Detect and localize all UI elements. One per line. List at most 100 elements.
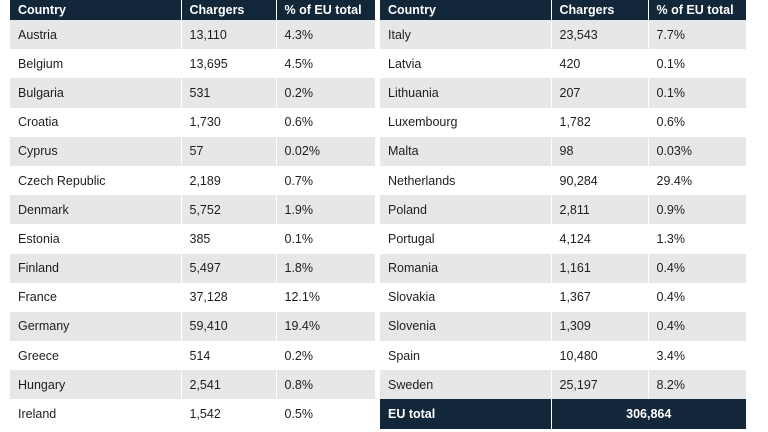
table-row: Cyprus 57 0.02% [10, 136, 375, 166]
chargers-cell: 531 [181, 78, 277, 108]
share-cell: 0.4% [648, 282, 746, 312]
country-cell: Lithuania [380, 78, 552, 108]
share-cell: 0.1% [276, 224, 375, 254]
chargers-cell: 2,541 [181, 370, 277, 400]
country-cell: Spain [380, 341, 552, 371]
table-row: Croatia 1,730 0.6% [10, 107, 375, 137]
table-row: Spain 10,480 3.4% [380, 341, 746, 371]
header-row: Country Chargers % of EU total [10, 0, 375, 20]
country-cell: Latvia [380, 49, 552, 79]
table-row: Luxembourg 1,782 0.6% [380, 107, 746, 137]
country-cell: Bulgaria [10, 78, 182, 108]
chargers-cell: 1,309 [551, 311, 649, 342]
table-row: Italy 23,543 7.7% [380, 20, 746, 50]
country-header: Country [10, 0, 182, 20]
table-row: Estonia 385 0.1% [10, 224, 375, 254]
share-cell: 1.9% [276, 195, 375, 225]
table-row: Hungary 2,541 0.8% [10, 370, 375, 400]
chargers-header: Chargers [181, 0, 277, 20]
country-cell: France [10, 282, 182, 312]
chargers-cell: 1,367 [551, 282, 649, 312]
share-cell: 3.4% [648, 341, 746, 371]
chargers-cell: 23,543 [551, 20, 649, 50]
share-cell: 0.1% [648, 78, 746, 108]
share-cell: 0.2% [276, 341, 375, 371]
table-row: Latvia 420 0.1% [380, 49, 746, 79]
country-cell: Netherlands [380, 165, 552, 196]
chargers-cell: 420 [551, 49, 649, 79]
table-row: Bulgaria 531 0.2% [10, 78, 375, 108]
chargers-cell: 37,128 [181, 282, 277, 312]
table-row: Austria 13,110 4.3% [10, 20, 375, 50]
chargers-cell: 25,197 [551, 370, 649, 400]
share-cell: 0.2% [276, 78, 375, 108]
country-cell: Austria [10, 20, 182, 50]
table-row: Portugal 4,124 1.3% [380, 224, 746, 254]
table-row: Sweden 25,197 8.2% [380, 370, 746, 400]
country-cell: Croatia [10, 107, 182, 137]
share-cell: 0.03% [648, 136, 746, 166]
country-cell: Denmark [10, 195, 182, 225]
chargers-cell: 1,161 [551, 253, 649, 283]
country-cell: Germany [10, 311, 182, 342]
country-cell: Poland [380, 195, 552, 225]
chargers-cell: 5,752 [181, 195, 277, 225]
table-row: Netherlands 90,284 29.4% [380, 165, 746, 196]
country-cell: Ireland [10, 399, 182, 429]
table-row: Malta 98 0.03% [380, 136, 746, 166]
chargers-cell: 13,110 [181, 20, 277, 50]
table-row: Slovakia 1,367 0.4% [380, 282, 746, 312]
share-cell: 12.1% [276, 282, 375, 312]
table-row: Germany 59,410 19.4% [10, 311, 375, 342]
share-cell: 29.4% [648, 165, 746, 196]
chargers-cell: 2,189 [181, 165, 277, 196]
country-header: Country [380, 0, 552, 20]
share-cell: 4.5% [276, 49, 375, 79]
chargers-cell: 4,124 [551, 224, 649, 254]
chargers-cell: 10,480 [551, 341, 649, 371]
share-cell: 0.4% [648, 253, 746, 283]
country-cell: Romania [380, 253, 552, 283]
share-cell: 0.7% [276, 165, 375, 196]
table-row: Czech Republic 2,189 0.7% [10, 165, 375, 196]
eu-total-label: EU total [380, 399, 552, 429]
share-cell: 0.6% [276, 107, 375, 137]
chargers-cell: 207 [551, 78, 649, 108]
table-row: Lithuania 207 0.1% [380, 78, 746, 108]
table-row: Ireland 1,542 0.5% [10, 399, 375, 429]
share-cell: 1.3% [648, 224, 746, 254]
header-row: Country Chargers % of EU total [380, 0, 746, 20]
share-cell: 0.5% [276, 399, 375, 429]
country-cell: Finland [10, 253, 182, 283]
table-row: France 37,128 12.1% [10, 282, 375, 312]
right-table-body: Italy 23,543 7.7% Latvia 420 0.1% Lithuania 207… [380, 20, 746, 400]
right-table: Country Chargers % of EU total Italy 23,5… [380, 0, 746, 429]
left-table-body: Austria 13,110 4.3% Belgium 13,695 4.5% Bulgar… [10, 20, 375, 429]
chargers-cell: 98 [551, 136, 649, 166]
table-row: Greece 514 0.2% [10, 341, 375, 371]
share-cell: 0.02% [276, 136, 375, 166]
country-cell: Cyprus [10, 136, 182, 166]
share-cell: 0.4% [648, 311, 746, 342]
chargers-cell: 1,542 [181, 399, 277, 429]
country-cell: Sweden [380, 370, 552, 400]
share-cell: 0.9% [648, 195, 746, 225]
country-cell: Slovakia [380, 282, 552, 312]
table-row: Slovenia 1,309 0.4% [380, 311, 746, 342]
country-cell: Malta [380, 136, 552, 166]
left-table: Country Chargers % of EU total Austria 13… [10, 0, 375, 429]
eu-total-row: EU total 306,864 [380, 399, 746, 429]
table-row: Finland 5,497 1.8% [10, 253, 375, 283]
table-row: Belgium 13,695 4.5% [10, 49, 375, 79]
country-cell: Estonia [10, 224, 182, 254]
share-header: % of EU total [648, 0, 746, 20]
chargers-cell: 385 [181, 224, 277, 254]
eu-total-value: 306,864 [551, 399, 746, 429]
country-cell: Portugal [380, 224, 552, 254]
chargers-cell: 514 [181, 341, 277, 371]
table-row: Poland 2,811 0.9% [380, 195, 746, 225]
country-cell: Luxembourg [380, 107, 552, 137]
share-cell: 7.7% [648, 20, 746, 50]
table-row: Denmark 5,752 1.9% [10, 195, 375, 225]
